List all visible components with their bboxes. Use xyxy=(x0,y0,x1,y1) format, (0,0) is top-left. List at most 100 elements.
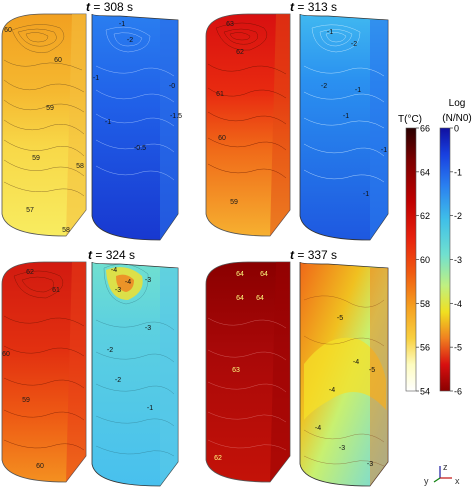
survival-contour-label: -4 xyxy=(315,425,321,432)
temperature-contour-label: 60 xyxy=(2,351,10,358)
temperature-contour-label: 60 xyxy=(54,57,62,64)
temperature-contour-label: 59 xyxy=(46,105,54,112)
temperature-contour-label: 59 xyxy=(22,397,30,404)
survival-contour-label: -1 xyxy=(119,21,125,28)
panel-time-label: t = 308 s xyxy=(86,0,133,14)
survival-colorbar-ticks: 0 -1 -2 -3 -4 -5 -6 xyxy=(450,124,462,397)
survival-tick-label: -1 xyxy=(454,167,462,177)
temperature-contour-label: 61 xyxy=(52,287,60,294)
survival-contour-label: -1 xyxy=(93,75,99,82)
temperature-contour-label: 60 xyxy=(218,135,226,142)
survival-contour-label: -2 xyxy=(107,347,113,354)
x-axis-label: x xyxy=(455,476,460,486)
temperature-contour-label: 64 xyxy=(236,271,244,278)
temperature-colorbar-gradient xyxy=(405,127,417,392)
survival-contour-label: -1 xyxy=(105,119,111,126)
survival-contour-label: -0 xyxy=(169,83,175,90)
temperature-cut-face xyxy=(66,262,86,482)
survival-contour-label: -4 xyxy=(353,359,359,366)
y-axis-arrow xyxy=(433,477,441,483)
temperature-contour-label: 57 xyxy=(26,207,34,214)
survival-tick-label: -5 xyxy=(454,343,462,353)
temperature-colorbar: T(°C) 66 64 62 60 58 56 54 xyxy=(398,114,430,397)
temperature-contour-label: 62 xyxy=(236,49,244,56)
survival-colorbar-gradient xyxy=(439,127,451,392)
y-axis-label: y xyxy=(424,476,429,486)
temperature-tick-label: 66 xyxy=(420,124,430,134)
survival-side-face xyxy=(370,20,388,240)
survival-contour-label: -3 xyxy=(145,277,151,284)
survival-contour-label: -5 xyxy=(369,367,375,374)
survival-contour-label: -3 xyxy=(339,445,345,452)
panel-time-label: t = 324 s xyxy=(88,248,135,262)
survival-contour-label: -4 xyxy=(329,387,335,394)
panel-308: t = 308 s xyxy=(1,0,179,241)
temperature-tick-label: 64 xyxy=(420,167,430,177)
panel-time-label: t = 313 s xyxy=(290,0,337,14)
temperature-contour-label: 63 xyxy=(226,21,234,28)
temperature-contour-label: 62 xyxy=(26,269,34,276)
survival-contour-label: -1 xyxy=(355,87,361,94)
survival-contour-label: -1.5 xyxy=(170,113,182,120)
temperature-cut-face xyxy=(270,14,290,236)
survival-side-face xyxy=(370,268,388,486)
survival-tick-label: -3 xyxy=(454,255,462,265)
temperature-contour-label: 59 xyxy=(32,155,40,162)
temperature-tick-label: 62 xyxy=(420,211,430,221)
survival-tick-label: -6 xyxy=(454,387,462,397)
isotherm-lines xyxy=(3,24,85,197)
survival-contour-label: -3 xyxy=(145,325,151,332)
temperature-tick-label: 58 xyxy=(420,299,430,309)
survival-contour-label: -5 xyxy=(337,315,343,322)
temperature-tick-label: 54 xyxy=(420,387,430,397)
contour-value-labels: 60 60 59 59 58 57 58 -1 -2 -1 -1 -0 -0.5 -1.5 63 62 61 60… xyxy=(2,21,387,470)
survival-contour-label: -2 xyxy=(321,83,327,90)
survival-contour-label: -3 xyxy=(367,461,373,468)
survival-side-face xyxy=(160,20,178,240)
temperature-tick-label: 60 xyxy=(420,255,430,265)
survival-contour-label: -1 xyxy=(363,191,369,198)
temperature-contour-label: 60 xyxy=(36,463,44,470)
survival-contour-label: -4 xyxy=(125,279,131,286)
panel-313: t = 313 s xyxy=(205,0,389,241)
isotherm-lines xyxy=(207,317,287,451)
panel-time-label: t = 337 s xyxy=(290,248,337,262)
survival-side-face xyxy=(160,268,178,486)
temperature-contour-label: 63 xyxy=(232,367,240,374)
temperature-contour-label: 60 xyxy=(4,27,12,34)
survival-colorbar-title-line2: (N/N0) xyxy=(442,113,471,124)
survival-colorbar: Log (N/N0) 0 -1 -2 -3 -4 -5 -6 xyxy=(439,98,472,397)
survival-yellow-band xyxy=(304,337,386,420)
temperature-contour-label: 61 xyxy=(216,91,224,98)
survival-contour-label: -2 xyxy=(351,41,357,48)
survival-hotspot-core xyxy=(116,274,134,292)
survival-contours xyxy=(303,24,385,183)
temperature-contour-label: 58 xyxy=(76,163,84,170)
survival-contours xyxy=(303,295,385,467)
isotherm-lines xyxy=(3,270,85,451)
survival-contour-label: -1 xyxy=(381,147,387,154)
z-axis-label: z xyxy=(443,462,448,472)
temperature-cut-face xyxy=(270,262,290,482)
temperature-colorbar-title: T(°C) xyxy=(398,114,422,125)
temperature-contour-label: 62 xyxy=(214,455,222,462)
survival-contour-label: -1 xyxy=(343,113,349,120)
survival-tick-label: -4 xyxy=(454,299,462,309)
temperature-colorbar-ticks: 66 64 62 60 58 56 54 xyxy=(416,124,430,397)
survival-contour-label: -1 xyxy=(327,29,333,36)
temperature-contour-label: 64 xyxy=(236,295,244,302)
panel-337: t = 337 s xyxy=(205,248,389,487)
survival-colorbar-title-line1: Log xyxy=(449,98,466,109)
temperature-contour-label: 64 xyxy=(256,295,264,302)
survival-tick-label: -2 xyxy=(454,211,462,221)
temperature-tick-label: 56 xyxy=(420,343,430,353)
panel-324: t = 324 s xyxy=(1,248,179,487)
temperature-contour-label: 58 xyxy=(62,227,70,234)
survival-contours xyxy=(95,263,175,457)
temperature-contour-label: 64 xyxy=(260,271,268,278)
survival-contour-label: -4 xyxy=(111,267,117,274)
survival-contour-label: -0.5 xyxy=(134,145,146,152)
isotherm-lines xyxy=(207,22,287,179)
survival-contour-label: -2 xyxy=(115,377,121,384)
